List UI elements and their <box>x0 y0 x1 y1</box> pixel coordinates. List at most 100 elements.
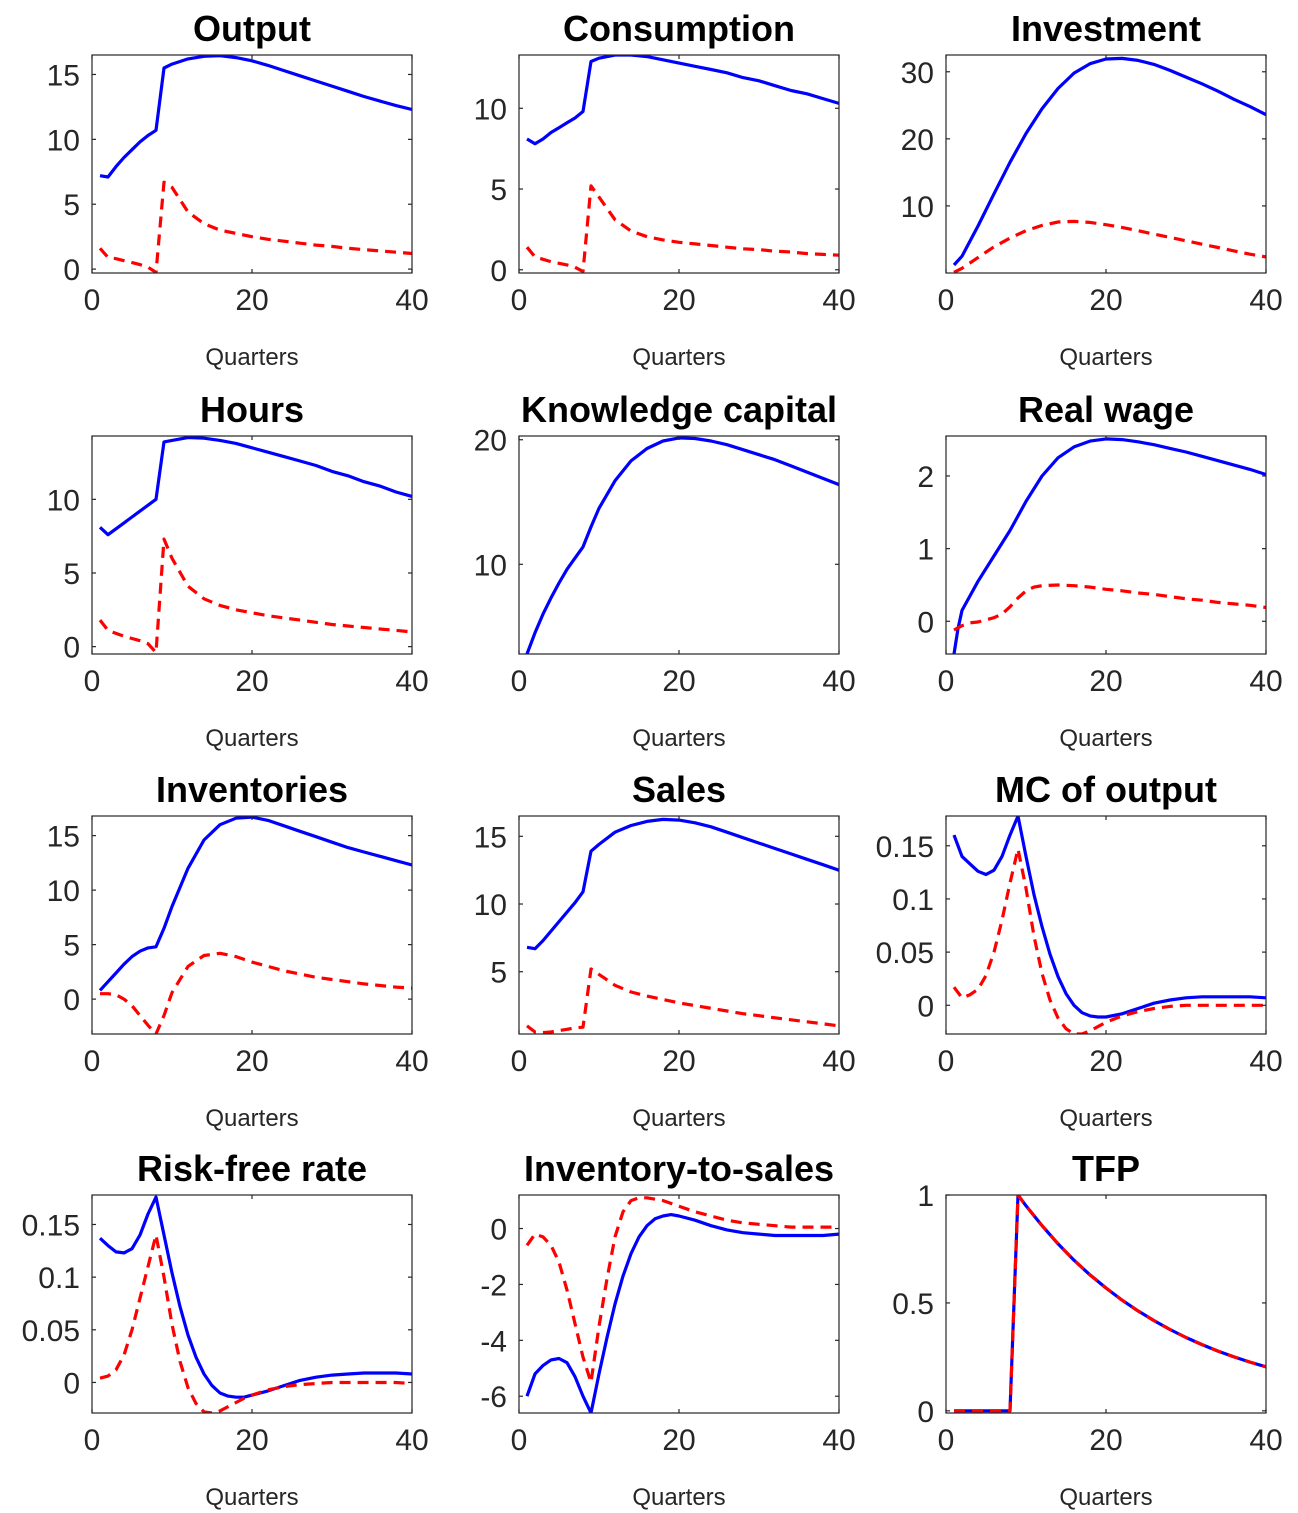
series-line-solid <box>952 56 1266 267</box>
y-tick-label: 1 <box>917 1180 934 1213</box>
series-line-dashed <box>954 1195 1266 1413</box>
x-axis-label: Quarters <box>632 344 725 371</box>
x-tick-label: 0 <box>511 665 528 698</box>
x-tick-label: 20 <box>662 665 695 698</box>
subplot-1: Output 0 20 40 0 5 10 15 Quarters <box>47 8 429 371</box>
x-axis-label: Quarters <box>205 344 298 371</box>
x-tick-label: 20 <box>662 1045 695 1078</box>
subplot-10: Risk-free rate 0 20 40 0 0.05 0.1 0.15 Quarters <box>22 1148 429 1511</box>
y-tick-label: 0.1 <box>38 1262 80 1295</box>
y-tick-label: 0 <box>917 990 934 1023</box>
y-tick-label: 15 <box>474 821 507 854</box>
x-tick-label: 0 <box>84 1424 101 1457</box>
x-axis-label: Quarters <box>1059 344 1152 371</box>
subplot-2: Consumption 0 20 40 0 5 10 Quarters <box>474 8 856 371</box>
x-tick-label: 20 <box>662 1424 695 1457</box>
y-tick-label: 20 <box>474 425 507 458</box>
subplot-12: TFP 0 20 40 0 0.5 1 Quarters <box>892 1148 1282 1511</box>
x-tick-label: 20 <box>235 1424 268 1457</box>
plot-frame <box>945 435 1267 655</box>
y-tick-label: 2 <box>917 461 934 494</box>
y-tick-label: 0 <box>63 632 80 665</box>
x-axis-label: Quarters <box>1059 1484 1152 1511</box>
y-tick-label: 15 <box>47 59 80 92</box>
subplot-7: Inventories 0 20 40 0 5 10 15 Quarters <box>47 769 429 1132</box>
y-tick-label: 0 <box>917 606 934 639</box>
subplot-title: Investment <box>1011 8 1201 49</box>
y-tick-label: 10 <box>47 124 80 157</box>
x-tick-label: 40 <box>395 1424 428 1457</box>
y-tick-label: 1 <box>917 534 934 567</box>
y-tick-label: 0 <box>490 1214 507 1247</box>
y-tick-label: 0 <box>63 254 80 287</box>
y-tick-label: 20 <box>901 124 934 157</box>
plot-frame <box>945 54 1267 274</box>
subplot-title: Inventories <box>156 769 348 810</box>
y-tick-label: 0.1 <box>892 884 934 917</box>
subplot-5: Knowledge capital 0 20 40 10 20 Quarters <box>474 389 856 752</box>
y-tick-label: 5 <box>490 957 507 990</box>
series-line-solid <box>525 436 839 654</box>
series-line-solid <box>99 55 412 179</box>
series-line-dashed <box>952 847 1266 1034</box>
y-tick-label: 5 <box>63 189 80 222</box>
y-tick-label: 0.5 <box>892 1288 934 1321</box>
x-axis-label: Quarters <box>205 1484 298 1511</box>
x-tick-label: 20 <box>662 284 695 317</box>
subplot-title: Real wage <box>1018 389 1194 430</box>
y-tick-label: 0.15 <box>22 1209 80 1242</box>
x-tick-label: 20 <box>1089 1045 1122 1078</box>
plot-frame <box>91 815 413 1035</box>
series-line-solid <box>952 816 1266 1019</box>
series-line-solid <box>98 436 412 537</box>
y-tick-label: -6 <box>480 1381 507 1414</box>
x-axis-label: Quarters <box>632 725 725 752</box>
series-line-dashed <box>99 1233 412 1413</box>
plot-frame <box>518 435 840 655</box>
x-tick-label: 0 <box>84 1045 101 1078</box>
x-tick-label: 20 <box>1089 1424 1122 1457</box>
plot-frame <box>91 435 413 655</box>
x-tick-label: 40 <box>822 1045 855 1078</box>
y-tick-label: 0 <box>63 1367 80 1400</box>
subplot-title: MC of output <box>995 769 1217 810</box>
series-line-solid <box>526 55 839 146</box>
y-tick-label: 0.05 <box>22 1315 80 1348</box>
y-tick-label: 5 <box>63 930 80 963</box>
y-tick-label: 5 <box>63 558 80 591</box>
y-tick-label: 0.05 <box>876 937 934 970</box>
x-tick-label: 40 <box>822 284 855 317</box>
x-tick-label: 40 <box>1249 284 1282 317</box>
series-line-dashed <box>525 184 839 273</box>
y-tick-label: 0 <box>917 1396 934 1429</box>
plot-frame <box>518 54 840 274</box>
x-axis-label: Quarters <box>632 1484 725 1511</box>
y-tick-label: 10 <box>47 875 80 908</box>
series-line-solid <box>526 817 839 951</box>
y-tick-label: 30 <box>901 57 934 90</box>
series-line-dashed <box>98 537 412 654</box>
x-tick-label: 20 <box>235 1045 268 1078</box>
subplot-title: Inventory-to-sales <box>524 1148 834 1189</box>
subplot-title: Knowledge capital <box>521 389 837 430</box>
x-tick-label: 40 <box>395 665 428 698</box>
series-line-solid <box>954 1195 1266 1413</box>
x-axis-label: Quarters <box>632 1105 725 1132</box>
x-axis-label: Quarters <box>205 725 298 752</box>
plot-frame <box>91 54 413 274</box>
x-axis-label: Quarters <box>1059 725 1152 752</box>
x-axis-label: Quarters <box>1059 1105 1152 1132</box>
subplot-6: Real wage 0 20 40 0 1 2 Quarters <box>917 389 1282 752</box>
x-tick-label: 40 <box>395 1045 428 1078</box>
y-tick-label: 15 <box>47 821 80 854</box>
plot-frame <box>945 815 1267 1035</box>
series-line-dashed <box>100 951 412 1034</box>
y-tick-label: 10 <box>474 889 507 922</box>
subplot-title: TFP <box>1072 1148 1140 1189</box>
series-line-solid <box>98 816 412 992</box>
subplot-8: Sales 0 20 40 5 10 15 Quarters <box>474 769 856 1132</box>
x-tick-label: 40 <box>822 1424 855 1457</box>
x-tick-label: 0 <box>938 284 955 317</box>
y-tick-label: 0.15 <box>876 831 934 864</box>
